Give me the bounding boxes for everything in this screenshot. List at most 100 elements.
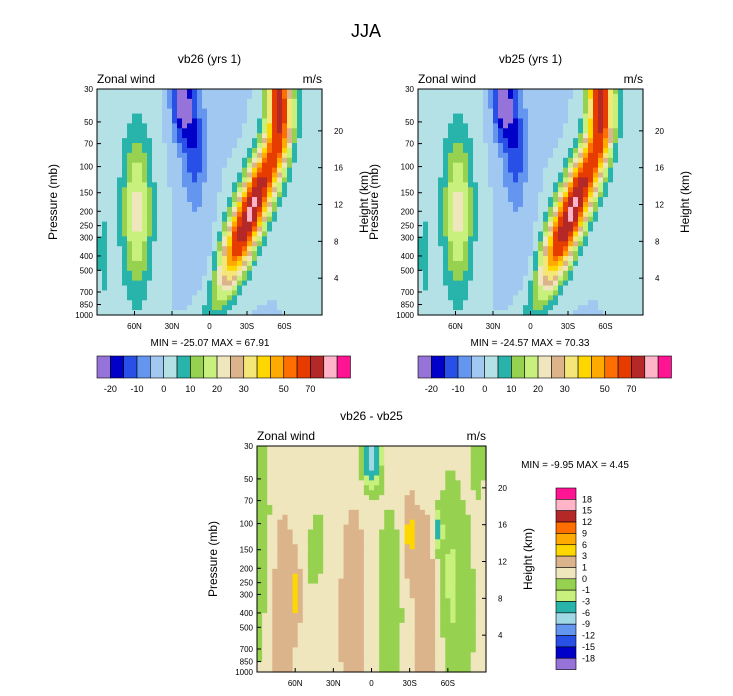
contour-cell — [257, 519, 263, 526]
contour-cell — [122, 138, 128, 144]
contour-cell — [548, 251, 554, 257]
contour-cell — [157, 138, 163, 144]
contour-cell — [478, 162, 484, 169]
contour-cell — [363, 495, 370, 501]
contour-cell — [418, 187, 424, 193]
contour-cell — [222, 290, 228, 296]
contour-cell — [162, 226, 168, 233]
contour-cell — [147, 123, 153, 129]
contour-cell — [568, 211, 574, 218]
contour-cell — [578, 93, 584, 100]
contour-cell — [292, 455, 299, 462]
contour-cell — [603, 236, 609, 242]
contour-cell — [633, 103, 639, 110]
contour-cell — [237, 113, 243, 120]
contour-cell — [573, 251, 579, 257]
contour-cell — [287, 504, 294, 511]
contour-cell — [513, 103, 519, 110]
contour-cell — [553, 192, 559, 198]
contour-cell — [182, 211, 188, 218]
contour-cell — [528, 172, 534, 179]
pressure-tick-label: 250 — [80, 222, 94, 231]
colorbar-swatch — [511, 355, 526, 379]
contour-cell — [297, 509, 304, 516]
contour-cell — [222, 152, 228, 159]
contour-cell — [237, 260, 243, 267]
contour-cell — [312, 495, 319, 501]
contour-cell — [433, 270, 439, 277]
contour-cell — [297, 89, 303, 95]
contour-cell — [468, 167, 474, 174]
y-axis-label: Pressure (mb) — [46, 164, 60, 240]
contour-cell — [538, 98, 544, 105]
contour-cell — [152, 285, 158, 292]
contour-cell — [538, 152, 544, 159]
contour-cell — [578, 123, 584, 129]
contour-cell — [202, 256, 208, 262]
contour-cell — [297, 152, 303, 159]
contour-cell — [317, 118, 323, 124]
contour-cell — [127, 256, 133, 262]
contour-cell — [409, 495, 416, 501]
contour-cell — [593, 187, 599, 193]
contour-cell — [217, 216, 223, 223]
contour-cell — [202, 295, 208, 301]
contour-cell — [404, 509, 411, 516]
contour-cell — [237, 251, 243, 257]
contour-cell — [513, 133, 519, 139]
contour-cell — [182, 270, 188, 277]
contour-cell — [374, 514, 380, 521]
contour-cell — [623, 256, 629, 262]
contour-cell — [302, 305, 308, 311]
contour-cell — [272, 128, 278, 134]
contour-cell — [162, 300, 168, 306]
contour-cell — [353, 465, 360, 472]
contour-cell — [448, 310, 454, 316]
contour-cell — [533, 93, 539, 100]
contour-cell — [117, 265, 123, 272]
pressure-tick-label: 150 — [401, 189, 415, 198]
colorbar-label: 30 — [560, 384, 570, 394]
contour-cell — [242, 236, 248, 242]
contour-cell — [282, 475, 289, 481]
contour-cell — [262, 216, 268, 223]
contour-cell — [453, 221, 459, 228]
contour-cell — [543, 310, 549, 316]
contour-cell — [97, 182, 103, 188]
contour-cell — [523, 177, 529, 183]
contour-cell — [307, 256, 313, 262]
contour-cell — [628, 172, 634, 179]
contour-cell — [172, 256, 178, 262]
contour-cell — [533, 147, 539, 154]
contour-cell — [558, 143, 564, 149]
contour-cell — [277, 275, 283, 282]
contour-cell — [453, 123, 459, 129]
contour-cell — [613, 143, 619, 149]
contour-cell — [292, 108, 298, 115]
contour-cell — [172, 157, 178, 164]
contour-cell — [603, 265, 609, 272]
contour-cell — [192, 280, 198, 287]
contour-cell — [267, 256, 273, 262]
contour-cell — [503, 300, 509, 306]
contour-cell — [538, 221, 544, 228]
contour-cell — [317, 133, 323, 139]
contour-cell — [553, 295, 559, 301]
contour-cell — [578, 162, 584, 169]
contour-cell — [508, 295, 514, 301]
contour-cell — [242, 162, 248, 169]
contour-cell — [282, 455, 289, 462]
contour-cell — [433, 256, 439, 262]
contour-cell — [465, 500, 472, 506]
contour-cell — [202, 211, 208, 218]
contour-cell — [312, 147, 318, 154]
contour-cell — [338, 446, 345, 452]
contour-cell — [152, 133, 158, 139]
contour-cell — [578, 226, 584, 233]
contour-cell — [102, 98, 108, 105]
contour-cell — [227, 226, 233, 233]
contour-cell — [107, 305, 113, 311]
contour-cell — [553, 103, 559, 110]
contour-cell — [503, 177, 509, 183]
contour-cell — [558, 285, 564, 292]
